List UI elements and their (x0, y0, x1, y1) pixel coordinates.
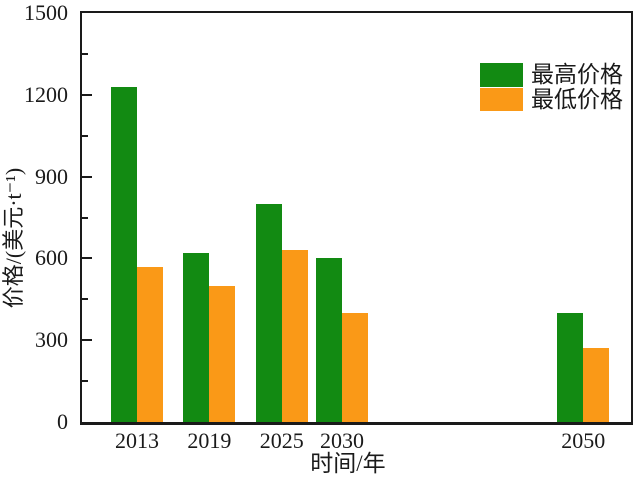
y-tick-150 (82, 380, 88, 383)
bar-max-2025 (255, 203, 282, 422)
bar-min-2019 (209, 285, 236, 422)
y-axis-title: 价格/(美元·t⁻¹) (1, 167, 26, 309)
y-tick-1050 (82, 134, 88, 137)
y-tick-label-0: 0 (57, 409, 68, 434)
y-tick-1200 (82, 93, 92, 96)
bar-max-2019 (183, 252, 210, 422)
y-tick-750 (82, 216, 88, 219)
y-tick-label-900: 900 (35, 163, 68, 189)
y-tick-300 (82, 339, 92, 342)
legend-label-min: 最低价格 (531, 87, 623, 112)
y-tick-label-600: 600 (35, 245, 68, 271)
bar-min-2025 (281, 250, 308, 422)
y-tick-900 (82, 175, 92, 178)
y-tick-label-1200: 1200 (24, 81, 68, 107)
plot-area (80, 11, 633, 425)
y-tick-label-1500: 1500 (24, 0, 68, 25)
y-tick-1350 (82, 52, 88, 55)
legend-swatch-min (480, 88, 523, 111)
y-tick-600 (82, 257, 92, 260)
x-tick-label-2025: 2025 (259, 428, 304, 453)
legend-label-max: 最高价格 (531, 62, 623, 87)
bar-min-2030 (342, 312, 369, 422)
x-axis-title: 时间/年 (310, 451, 386, 476)
bar-max-2050 (557, 312, 584, 422)
bar-max-2030 (316, 258, 343, 422)
bar-min-2013 (137, 266, 163, 422)
bar-min-2050 (583, 348, 610, 422)
x-tick-label-2019: 2019 (187, 428, 232, 453)
bar-max-2013 (111, 86, 137, 422)
legend-swatch-max (480, 63, 523, 87)
x-tick-label-2013: 2013 (115, 428, 159, 453)
y-tick-label-300: 300 (35, 327, 68, 353)
y-tick-450 (82, 298, 88, 301)
x-tick-label-2050: 2050 (561, 428, 606, 453)
x-tick-label-2030: 2030 (320, 428, 365, 453)
